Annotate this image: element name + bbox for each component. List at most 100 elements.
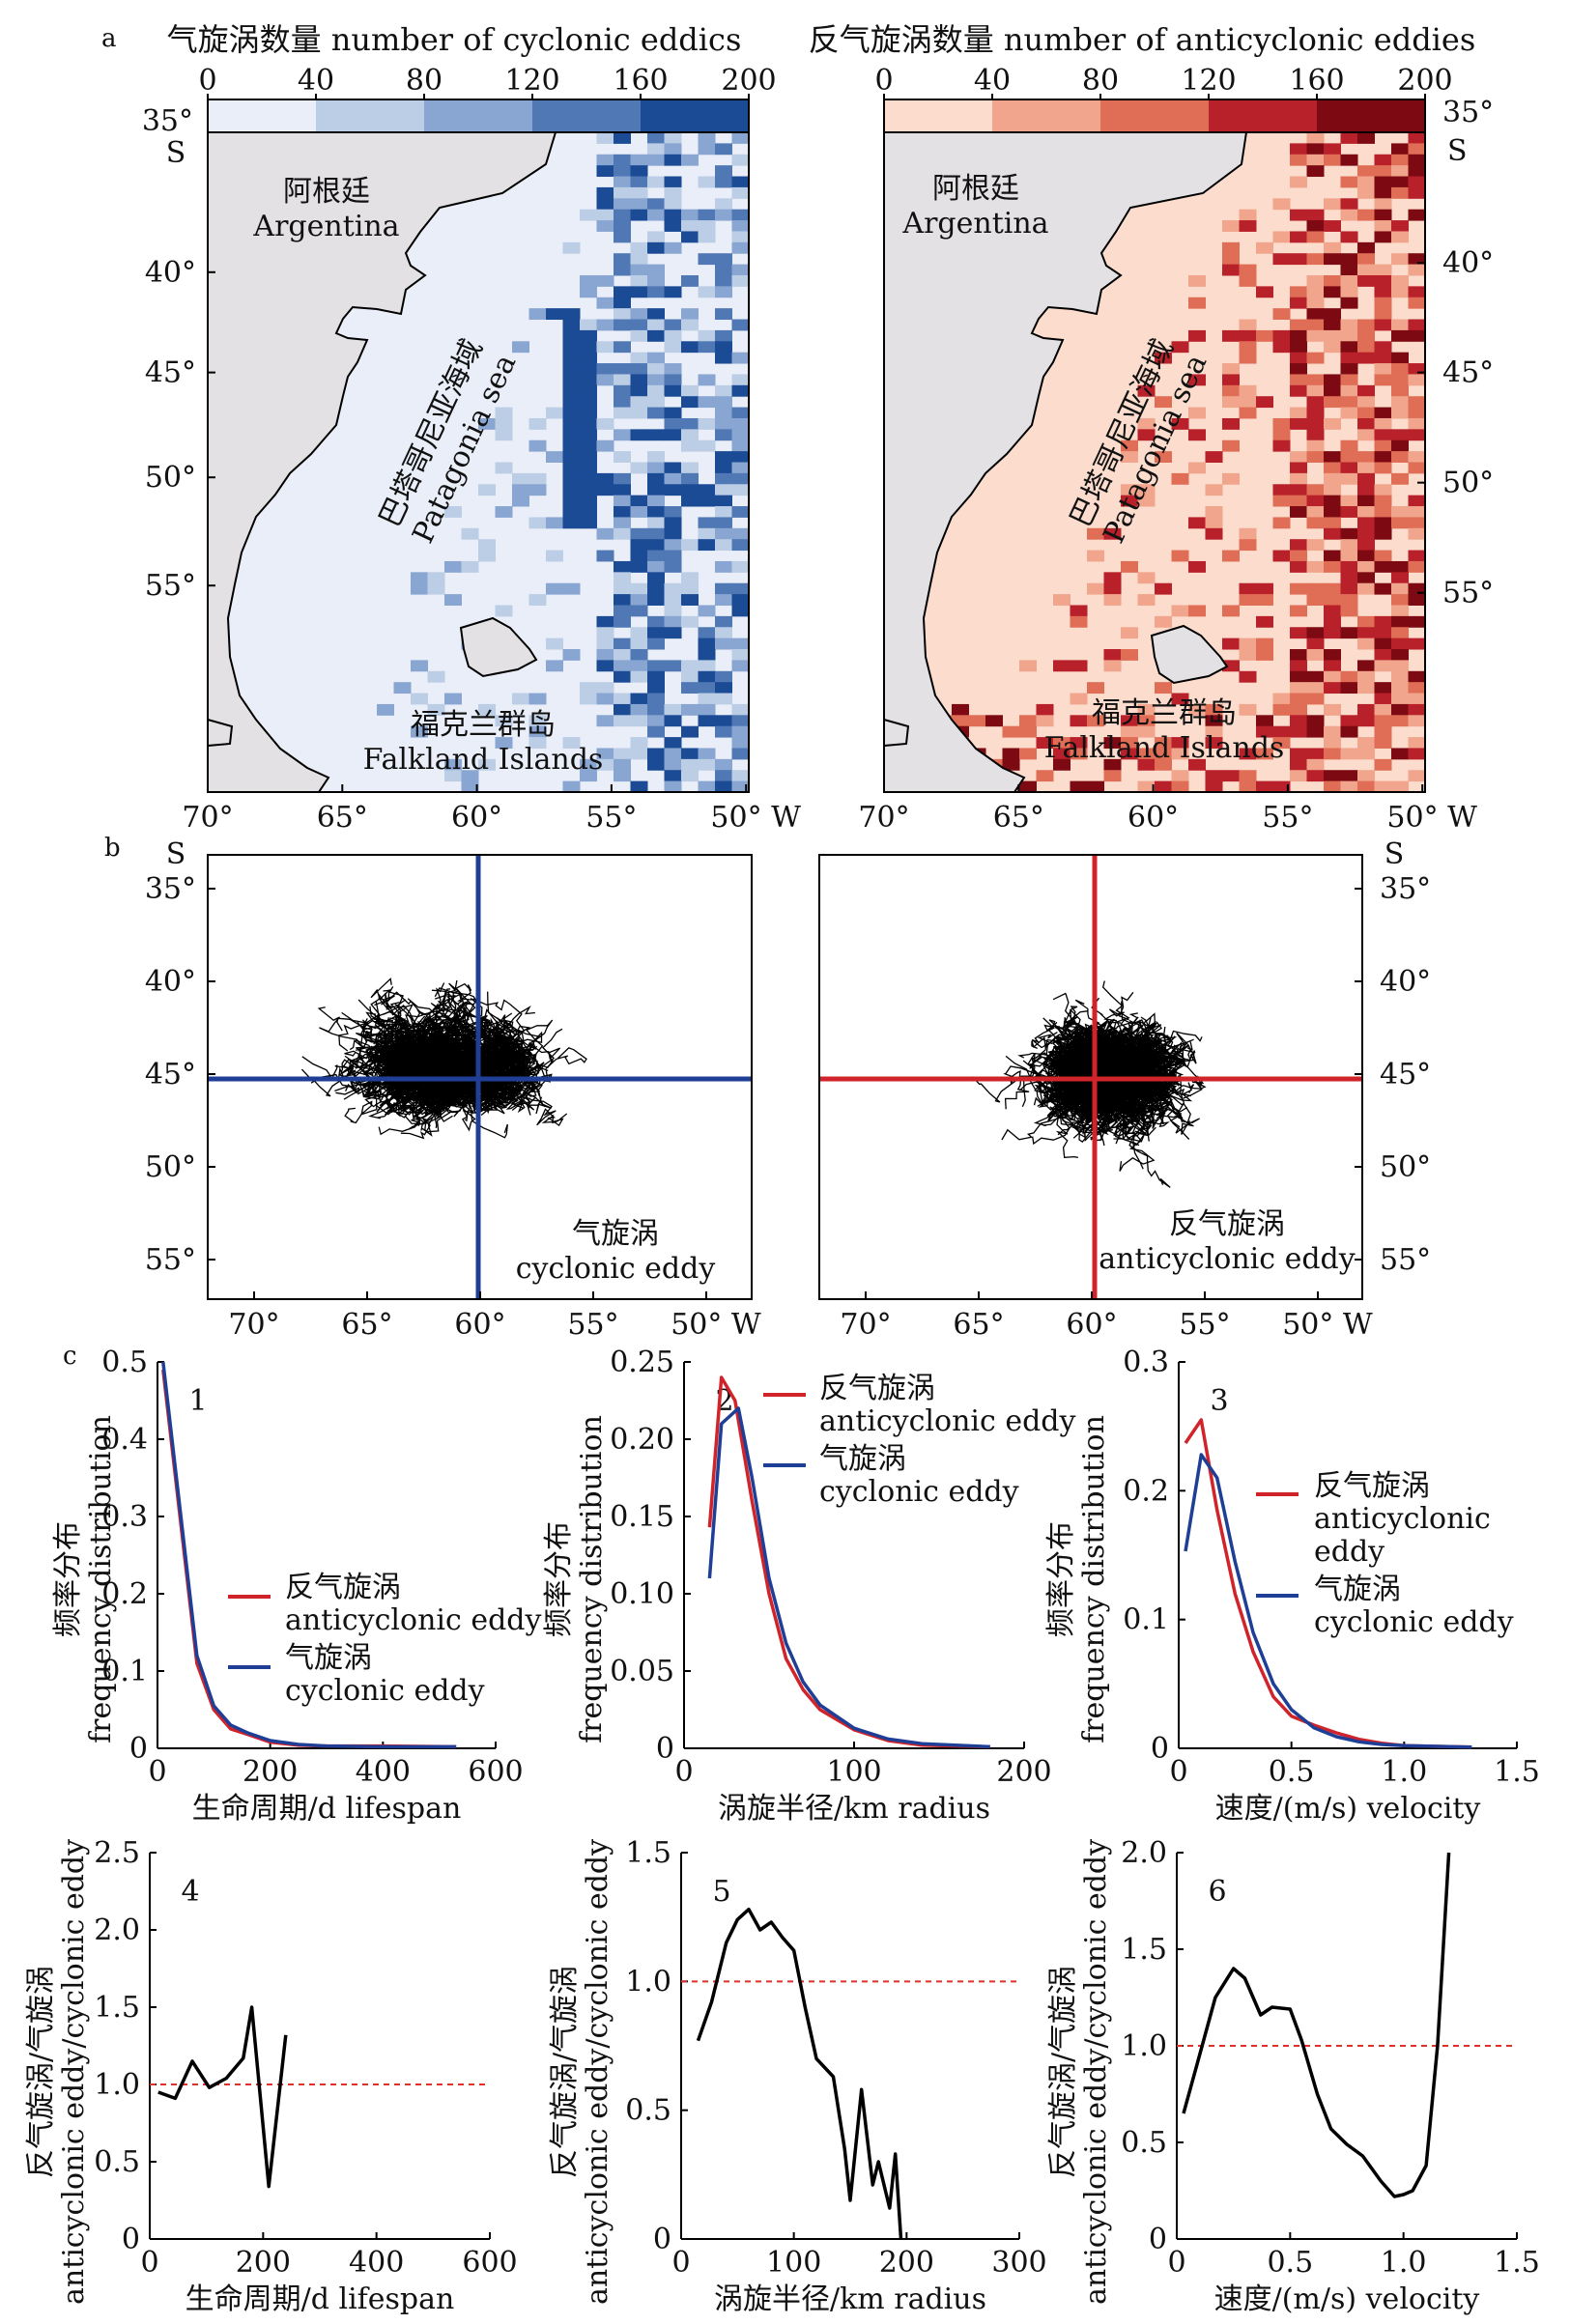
count-cell (664, 737, 682, 749)
count-cell (562, 451, 581, 463)
count-cell (1171, 748, 1189, 760)
count-cell (1324, 748, 1341, 760)
c5-y-tick-label: 0 (653, 2223, 671, 2256)
count-cell (1272, 495, 1291, 507)
count-cell (1188, 407, 1206, 419)
count-cell (664, 462, 682, 474)
count-cell (1374, 186, 1392, 199)
count-cell (614, 560, 631, 573)
count-cell (731, 220, 750, 232)
count-cell (1290, 209, 1307, 221)
count-cell (1290, 582, 1307, 595)
count-cell (664, 517, 682, 529)
cyclonic-colorbar-segment (208, 99, 316, 132)
count-cell (444, 506, 462, 518)
count-cell (1036, 737, 1054, 749)
count-cell (1374, 780, 1392, 793)
anticyclonic-count-map: 反气旋涡数量 number of anticyclonic eddies 0 40… (809, 21, 1494, 835)
c5-series-ratio (696, 1907, 903, 2240)
count-cell (1155, 582, 1172, 595)
count-cell (647, 725, 665, 738)
count-cell (1256, 594, 1273, 606)
count-cell (731, 649, 750, 661)
count-cell (1324, 319, 1341, 331)
anticyclonic-trajectory-lon-ticks: 70° 65° 60° 55° 50° W (840, 1291, 1373, 1342)
count-cell (698, 396, 716, 409)
c3-ylabel-en: frequency distribution (1077, 1415, 1111, 1743)
count-cell (715, 506, 732, 518)
count-cell (614, 451, 631, 463)
count-cell (1306, 220, 1325, 232)
count-cell (1374, 582, 1392, 595)
cyclonic-colorbar (207, 99, 750, 133)
count-cell (580, 363, 597, 375)
count-cell (1374, 527, 1392, 540)
count-cell (681, 682, 699, 694)
count-cell (1306, 407, 1325, 419)
cyclonic-trajectory-lat-tick-label: 50° (145, 1150, 196, 1184)
count-cell (1256, 748, 1273, 760)
count-cell (1408, 186, 1426, 199)
count-cell (647, 396, 665, 409)
count-cell (1137, 417, 1156, 430)
count-cell (528, 737, 547, 749)
count-cell (1340, 472, 1358, 485)
count-cell (647, 638, 665, 650)
count-cell (1324, 274, 1341, 287)
cyclonic-trajectory-label-zh: 气旋涡 (572, 1217, 659, 1251)
count-cell (681, 770, 699, 782)
count-cell (596, 527, 614, 540)
count-cell (1188, 703, 1206, 716)
count-cell (1357, 495, 1375, 507)
count-cell (1256, 715, 1273, 727)
count-cell (681, 154, 699, 166)
count-cell (1340, 363, 1358, 375)
count-cell (562, 352, 581, 364)
cyclonic-colorbar-title: 气旋涡数量 number of cyclonic eddics (167, 21, 742, 58)
cyclonic-trajectory-lon-tick-label: 65° (341, 1308, 392, 1342)
anticyclonic-map-lon-tick-label: 55° (1262, 801, 1313, 835)
count-cell (1324, 462, 1341, 474)
count-cell (1306, 209, 1325, 221)
count-cell (1408, 363, 1426, 375)
count-cell (1205, 725, 1223, 738)
eddy-trajectory (470, 997, 519, 1063)
count-cell (1256, 286, 1273, 298)
count-cell (715, 670, 732, 683)
legend-c1-cyc-zh: 气旋涡 (285, 1641, 372, 1675)
count-cell (1408, 374, 1426, 386)
count-cell (1374, 264, 1392, 276)
c1-x-tick-label: 400 (356, 1755, 411, 1789)
anticyclonic-map-lon-ticks: 70° 65° 60° 55° 50° W (858, 784, 1477, 835)
count-cell (1357, 319, 1375, 331)
count-cell (1239, 407, 1257, 419)
count-cell (1053, 660, 1070, 672)
c5-y-tick-label: 1.0 (625, 1965, 671, 1998)
c4-x-label: 生命周期/d lifespan (186, 2282, 455, 2316)
count-cell (1324, 341, 1341, 354)
count-cell (562, 374, 581, 386)
count-cell (985, 715, 1003, 727)
eddy-trajectory (511, 1052, 555, 1076)
count-cell (1374, 176, 1392, 188)
eddy-trajectory (443, 1003, 480, 1049)
count-cell (1188, 560, 1206, 573)
count-cell (715, 209, 732, 221)
count-cell (1391, 154, 1409, 166)
count-cell (1374, 220, 1392, 232)
count-cell (715, 627, 732, 639)
count-cell (1357, 715, 1375, 727)
eddy-trajectory (414, 1018, 440, 1069)
anticyclonic-map-lat-tick-label: 55° (1442, 577, 1494, 610)
count-cell (1306, 165, 1325, 178)
count-cell (1357, 396, 1375, 409)
count-cell (1272, 484, 1291, 496)
c6-x-tick-label: 0.5 (1267, 2246, 1313, 2280)
cyclonic-map-frame (207, 131, 750, 793)
count-cell (1306, 770, 1325, 782)
count-cell (1137, 780, 1156, 793)
c6-x-label: 速度/(m/s) velocity (1214, 2282, 1480, 2316)
count-cell (596, 165, 614, 178)
count-cell (664, 605, 682, 617)
count-cell (1272, 693, 1291, 705)
